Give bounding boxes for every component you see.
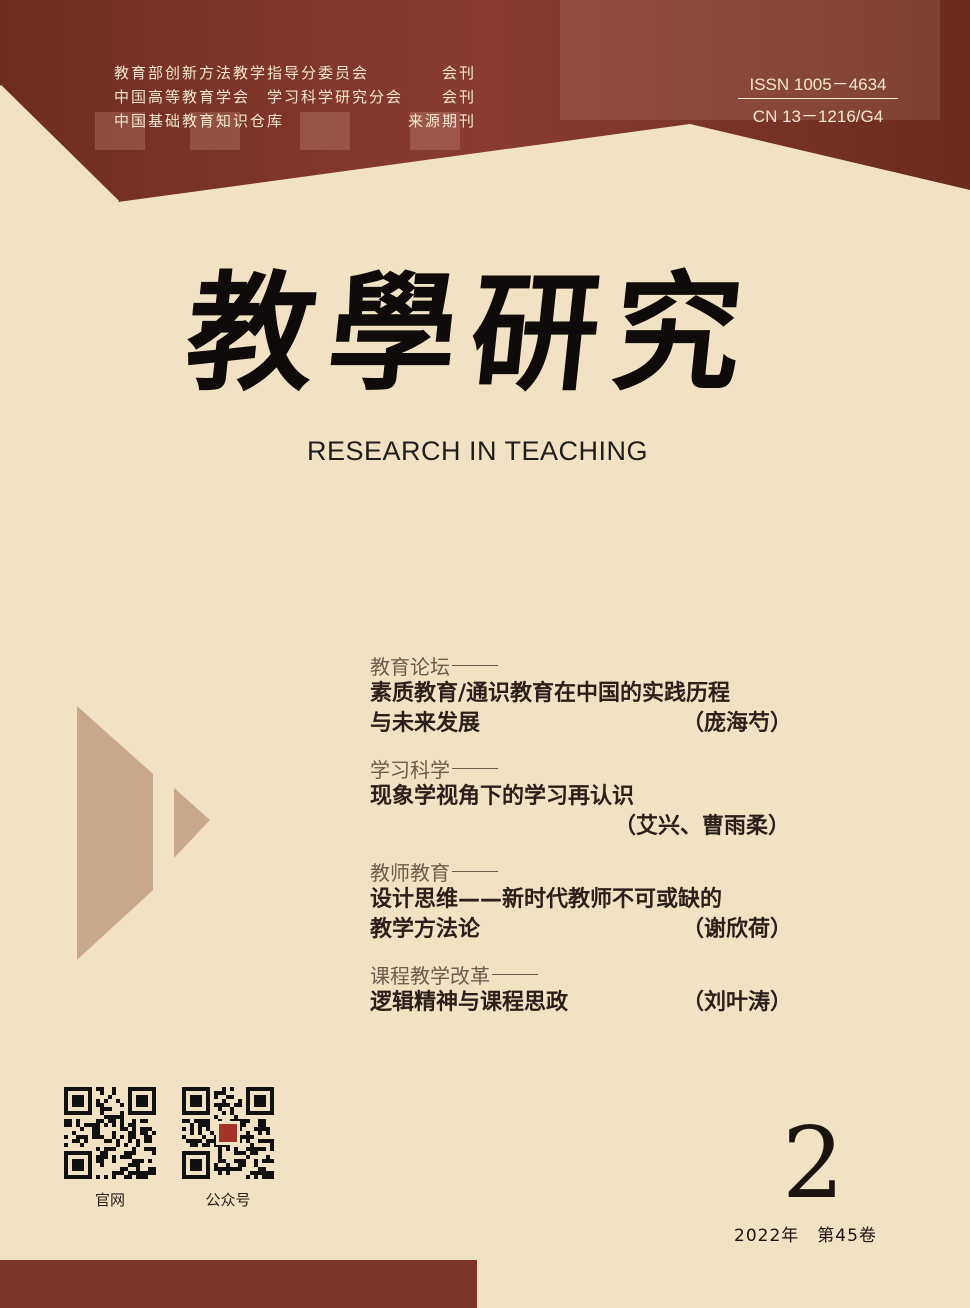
journal-title-calligraphy: 教學研究 — [179, 258, 763, 409]
toc-author: （谢欣荷） — [681, 917, 792, 942]
toc-title-line[interactable]: 逻辑精神与课程思政 （刘叶涛） — [370, 988, 810, 1018]
column-dash — [452, 665, 498, 666]
toc-author: （刘叶涛） — [681, 990, 792, 1015]
toc-column-label: 课程教学改革 — [370, 964, 490, 988]
affiliation-type: 会刊 — [441, 64, 476, 82]
affiliation-org: 中国高等教育学会 学习科学研究分会 — [114, 88, 404, 106]
qr-caption: 官网 — [94, 1191, 125, 1209]
toc-column: 教育论坛 — [370, 652, 810, 679]
toc-title-text: 与未来发展 — [370, 711, 481, 736]
toc-item: 教育论坛 素质教育/通识教育在中国的实践历程 与未来发展 （庞海芍） — [370, 652, 810, 739]
affiliation-row: 中国高等教育学会 学习科学研究分会 会刊 — [114, 86, 476, 110]
toc-title-line[interactable]: 设计思维——新时代教师不可或缺的 — [370, 885, 810, 915]
column-dash — [492, 974, 538, 975]
toc-item: 学习科学 现象学视角下的学习再认识 （艾兴、曹雨柔） — [370, 755, 810, 842]
toc-title-text: 教学方法论 — [370, 917, 481, 942]
qr-wechat-account[interactable]: 公众号 — [180, 1087, 276, 1210]
journal-title-english: RESEARCH IN TEACHING — [306, 436, 649, 466]
toc-title-text: 逻辑精神与课程思政 — [370, 990, 569, 1015]
header-photo-band — [0, 0, 970, 204]
large-triangle-shape — [77, 706, 153, 960]
affiliation-org: 中国基础教育知识仓库 — [114, 112, 285, 130]
toc-title-line[interactable]: 与未来发展 （庞海芍） — [370, 709, 810, 739]
qr-code-icon[interactable] — [62, 1087, 158, 1179]
small-triangle-shape — [174, 788, 210, 858]
column-dash — [452, 871, 498, 872]
toc-column: 学习科学 — [370, 755, 810, 782]
toc-author: （艾兴、曹雨柔） — [613, 814, 790, 839]
affiliation-type: 会刊 — [441, 88, 476, 106]
qr-official-site[interactable]: 官网 — [62, 1087, 158, 1210]
toc-column-label: 学习科学 — [370, 758, 450, 782]
table-of-contents: 教育论坛 素质教育/通识教育在中国的实践历程 与未来发展 （庞海芍） 学习科学 现… — [370, 652, 810, 1034]
affiliation-row: 教育部创新方法教学指导分委员会 会刊 — [114, 62, 476, 86]
qr-code-icon[interactable] — [180, 1087, 276, 1179]
toc-title-text: 现象学视角下的学习再认识 — [370, 784, 635, 809]
toc-title-line[interactable]: 教学方法论 （谢欣荷） — [370, 915, 810, 945]
toc-title-line[interactable]: 现象学视角下的学习再认识 — [370, 782, 810, 812]
toc-title-text: 设计思维——新时代教师不可或缺的 — [370, 887, 723, 912]
affiliation-org: 教育部创新方法教学指导分委员会 — [114, 64, 370, 82]
affiliation-type: 来源期刊 — [407, 112, 476, 130]
journal-title-chinese: 教學研究 — [179, 258, 763, 409]
toc-item: 课程教学改革 逻辑精神与课程思政 （刘叶涛） — [370, 961, 810, 1018]
qr-caption: 公众号 — [205, 1191, 251, 1209]
issn-number: ISSN 1005－4634 — [738, 70, 898, 99]
toc-column: 课程教学改革 — [370, 961, 810, 988]
issue-year-volume: 2022年 第45卷 — [734, 1226, 877, 1246]
toc-title-text: 素质教育/通识教育在中国的实践历程 — [370, 681, 731, 706]
toc-column-label: 教师教育 — [370, 861, 450, 885]
affiliation-row: 中国基础教育知识仓库 来源期刊 — [114, 110, 476, 134]
toc-column: 教师教育 — [370, 858, 810, 885]
cn-number: CN 13－1216/G4 — [752, 107, 884, 126]
issn-block: ISSN 1005－4634 CN 13－1216/G4 — [738, 70, 898, 127]
bottom-color-bar — [0, 1260, 477, 1308]
toc-author: （庞海芍） — [681, 711, 792, 736]
toc-title-line[interactable]: 素质教育/通识教育在中国的实践历程 — [370, 679, 810, 709]
toc-column-label: 教育论坛 — [370, 655, 450, 679]
affiliation-list: 教育部创新方法教学指导分委员会 会刊 中国高等教育学会 学习科学研究分会 会刊 … — [114, 62, 476, 134]
issue-number: 2 — [782, 1107, 845, 1221]
toc-item: 教师教育 设计思维——新时代教师不可或缺的 教学方法论 （谢欣荷） — [370, 858, 810, 945]
column-dash — [452, 768, 498, 769]
